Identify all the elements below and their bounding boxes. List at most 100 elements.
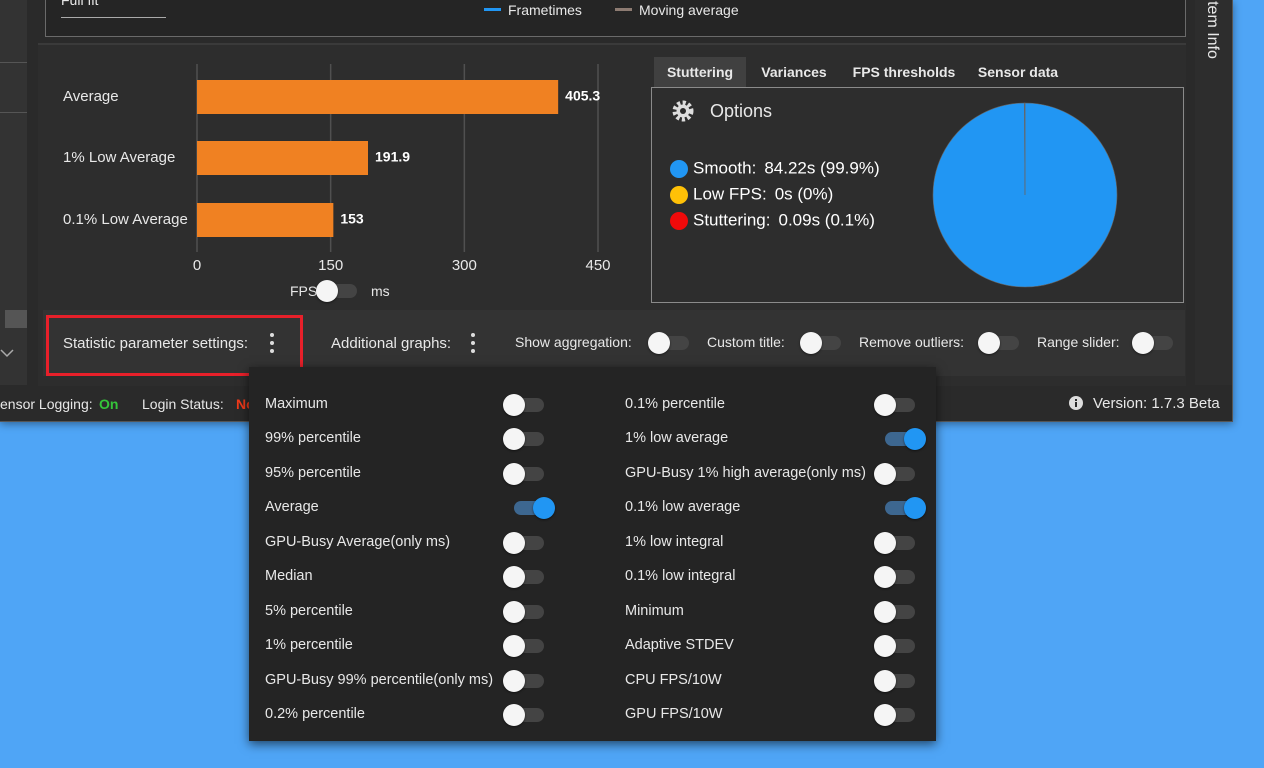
toggle-switch[interactable] — [503, 566, 544, 589]
menu-item-label: 0.1% low integral — [625, 568, 736, 585]
label: FPS — [290, 283, 318, 299]
toggle-switch[interactable] — [503, 669, 544, 692]
tab[interactable] — [654, 57, 746, 87]
toggle-switch[interactable] — [874, 462, 915, 485]
toggle-switch[interactable] — [503, 428, 544, 451]
toggle-knob — [648, 332, 670, 354]
info-icon — [1069, 396, 1083, 410]
toggle-switch[interactable] — [316, 280, 357, 302]
kebab-icon[interactable] — [270, 333, 274, 353]
toggle-knob — [503, 531, 525, 554]
toggle-switch[interactable] — [885, 497, 926, 520]
tab-label[interactable]: Stuttering — [666, 64, 734, 80]
menu-item-label: Maximum — [265, 396, 328, 412]
toggle-knob — [1132, 332, 1154, 354]
toggle-switch[interactable] — [874, 531, 915, 554]
menu-item-label: GPU-Busy 99% percentile(only ms) — [265, 671, 494, 688]
toggle-switch[interactable] — [503, 394, 544, 416]
chevron — [0, 349, 14, 358]
toggle-label: Show aggregation: — [515, 334, 632, 350]
pie-slice — [1024, 102, 1026, 196]
version-label: Version: 1.7.3 Beta — [1093, 395, 1220, 412]
legend-value: 0s (0%) — [775, 184, 834, 203]
legend-dot — [670, 212, 688, 230]
legend-swatch — [615, 8, 632, 11]
toggle-switch[interactable] — [885, 428, 926, 451]
toggle-knob — [874, 600, 896, 623]
kebab-icon[interactable] — [471, 333, 475, 353]
toggle-knob — [978, 332, 1000, 354]
options-label[interactable]: Options — [710, 101, 773, 121]
toggle-knob — [316, 280, 338, 302]
toggle-switch[interactable] — [503, 600, 544, 623]
dropdown-underline — [61, 17, 166, 18]
toggle-switch[interactable] — [874, 566, 915, 589]
sidebar-arrow-button[interactable] — [5, 310, 27, 328]
toggle-knob — [503, 635, 525, 658]
toggle-knob — [503, 704, 525, 727]
gear-icon — [672, 100, 694, 122]
legend-label: Smooth: — [693, 158, 756, 177]
toggle-knob — [904, 428, 926, 451]
tab-label[interactable]: FPS thresholds — [852, 64, 956, 80]
highlight-box — [46, 315, 303, 376]
settings-label[interactable]: Statistic parameter settings: — [63, 335, 249, 352]
x-tick-label: 450 — [585, 257, 610, 274]
legend-label: Stuttering: — [693, 210, 771, 229]
legend-value: 84.22s (99.9%) — [764, 158, 879, 177]
menu-item-label: 0.1% low average — [625, 499, 741, 516]
toggle-switch[interactable] — [978, 332, 1019, 354]
tab-label[interactable]: Variances — [761, 64, 827, 80]
stutter-panel — [651, 87, 1184, 303]
parameter-menu — [249, 367, 936, 741]
toggle-knob — [874, 531, 896, 554]
toggle-switch[interactable] — [503, 704, 544, 727]
dropdown-value[interactable]: Full fit — [61, 0, 99, 8]
settings-label[interactable]: Additional graphs: — [331, 335, 452, 352]
tab-label[interactable]: Sensor data — [977, 64, 1059, 80]
toggle-switch[interactable] — [1132, 332, 1173, 354]
label: Login Status: — [142, 396, 224, 412]
toggle-label: Range slider: — [1037, 334, 1120, 350]
side-tab-label[interactable]: tem Info — [1204, 1, 1221, 59]
toggle-switch[interactable] — [874, 635, 915, 658]
toggle-switch[interactable] — [648, 332, 689, 354]
value-label: 153 — [340, 211, 364, 227]
value-label: 405.3 — [565, 88, 600, 104]
toggle-switch[interactable] — [874, 669, 915, 692]
category-label: 0.1% Low Average — [63, 211, 188, 228]
menu-item-label: Adaptive STDEV — [625, 637, 734, 654]
menu-item-label: GPU-Busy 1% high average(only ms) — [625, 464, 866, 481]
menu-item-label: 99% percentile — [265, 430, 361, 447]
x-tick-label: 0 — [193, 257, 201, 274]
toggle-knob — [874, 394, 896, 416]
bar — [197, 80, 559, 114]
toggle-switch[interactable] — [503, 635, 544, 658]
label: ms — [371, 283, 390, 299]
toggle-knob — [503, 428, 525, 451]
toggle-knob — [503, 600, 525, 623]
toggle-switch[interactable] — [874, 704, 915, 727]
bar — [197, 141, 369, 175]
menu-item-label: 95% percentile — [265, 464, 361, 481]
value-label: 191.9 — [375, 149, 410, 165]
toggle-knob — [874, 566, 896, 589]
x-tick-label: 150 — [318, 257, 343, 274]
menu-item-label: CPU FPS/10W — [625, 671, 722, 688]
menu-item-label: Median — [265, 568, 313, 585]
toggle-switch[interactable] — [514, 497, 555, 520]
side-tab-strip — [1195, 0, 1232, 385]
menu-item-label: 1% low average — [625, 430, 729, 447]
menu-item-label: 0.2% percentile — [265, 706, 365, 723]
category-label: 1% Low Average — [63, 149, 175, 166]
legend-label: Frametimes — [508, 2, 582, 18]
toggle-knob — [503, 394, 525, 416]
toggle-switch[interactable] — [800, 332, 841, 354]
menu-item-label: 1% percentile — [265, 637, 353, 654]
toggle-switch[interactable] — [874, 600, 915, 623]
toggle-switch[interactable] — [503, 531, 544, 554]
toggle-switch[interactable] — [503, 462, 544, 485]
legend-label: Low FPS: — [693, 184, 767, 203]
toggle-switch[interactable] — [874, 394, 915, 416]
